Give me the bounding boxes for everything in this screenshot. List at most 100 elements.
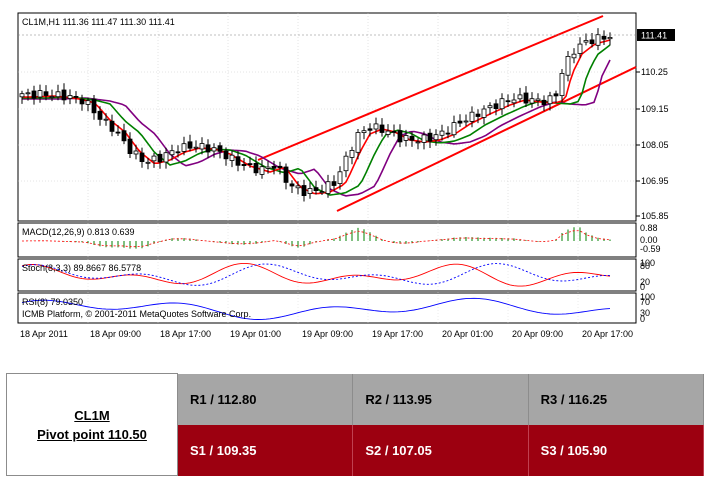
candle-body bbox=[205, 144, 211, 153]
price-tick: 105.85 bbox=[641, 211, 669, 221]
candle-body bbox=[601, 35, 607, 40]
macd-tick: -0.59 bbox=[640, 244, 661, 254]
candle-body bbox=[607, 37, 613, 40]
candle-body bbox=[37, 90, 43, 98]
candle-body bbox=[121, 130, 127, 142]
candle-body bbox=[241, 163, 247, 166]
candle-body bbox=[283, 166, 289, 183]
resistance-r3: R3 / 116.25 bbox=[528, 373, 705, 425]
candle-body bbox=[169, 150, 175, 156]
candle-body bbox=[541, 99, 547, 106]
candle-body bbox=[451, 122, 457, 136]
candle-body bbox=[265, 166, 271, 169]
candle-body bbox=[139, 152, 145, 163]
support-s3: S3 / 105.90 bbox=[528, 424, 705, 476]
candle-body bbox=[163, 152, 169, 163]
candle-body bbox=[505, 100, 511, 103]
candle-body bbox=[31, 90, 37, 99]
resistance-row: CL1M Pivot point 110.50 R1 / 112.80 R2 /… bbox=[6, 373, 705, 476]
candle-body bbox=[109, 120, 115, 132]
rsi-label: RSI(8) 79.0350 bbox=[22, 297, 83, 307]
candle-body bbox=[145, 161, 151, 164]
candle-body bbox=[43, 91, 49, 96]
candle-body bbox=[67, 95, 73, 99]
symbol-label: CL1M bbox=[74, 407, 110, 423]
candle-body bbox=[253, 162, 259, 174]
stoch-tick: 0 bbox=[640, 282, 645, 292]
macd-axis: 0.88 0.00 -0.59 bbox=[640, 223, 661, 254]
time-axis: 18 Apr 2011 18 Apr 09:00 18 Apr 17:00 19… bbox=[20, 329, 633, 339]
candle-body bbox=[367, 128, 373, 131]
chart-header: CL1M,H1 111.36 111.47 111.30 111.41 bbox=[22, 17, 175, 27]
main-grid bbox=[18, 13, 636, 221]
rsi-tick: 0 bbox=[640, 314, 645, 324]
candle-body bbox=[79, 98, 85, 105]
time-label: 18 Apr 09:00 bbox=[90, 329, 141, 339]
candle-body bbox=[499, 98, 505, 110]
candle-body bbox=[571, 53, 577, 59]
candle-body bbox=[157, 153, 163, 163]
macd-tick: 0.88 bbox=[640, 223, 658, 233]
candle-body bbox=[193, 146, 199, 149]
candle-body bbox=[223, 150, 229, 160]
candle-body bbox=[475, 113, 481, 117]
candle-body bbox=[463, 120, 469, 123]
rsi-indicator bbox=[21, 297, 611, 320]
stoch-tick: 100 bbox=[640, 258, 655, 268]
resistance-r2: R2 / 113.95 bbox=[352, 373, 529, 425]
candle-body bbox=[511, 99, 517, 104]
candle-body bbox=[331, 181, 337, 186]
macd-signal-line bbox=[21, 230, 611, 248]
candle-body bbox=[559, 73, 565, 97]
candle-body bbox=[289, 183, 295, 187]
time-label: 19 Apr 09:00 bbox=[302, 329, 353, 339]
candle-body bbox=[343, 155, 349, 172]
resistance-r1: R1 / 112.80 bbox=[177, 373, 354, 425]
candle-body bbox=[313, 187, 319, 192]
candle-body bbox=[583, 40, 589, 43]
macd-tick: 0.00 bbox=[640, 235, 658, 245]
price-tick: 109.15 bbox=[641, 104, 669, 114]
price-tick: 108.05 bbox=[641, 140, 669, 150]
candle-body bbox=[103, 118, 109, 121]
candle-body bbox=[199, 143, 205, 150]
candle-body bbox=[127, 138, 133, 155]
channel-lower-line bbox=[336, 66, 637, 212]
candle-body bbox=[61, 89, 67, 101]
candle-body bbox=[259, 166, 265, 175]
stoch-tick: 80 bbox=[640, 261, 650, 271]
candle-body bbox=[439, 130, 445, 136]
candle-body bbox=[229, 154, 235, 161]
time-label: 18 Apr 17:00 bbox=[160, 329, 211, 339]
price-tick: 106.95 bbox=[641, 176, 669, 186]
candle-body bbox=[187, 141, 193, 149]
macd-label: MACD(12,26,9) 0.813 0.639 bbox=[22, 227, 135, 237]
candle-body bbox=[403, 135, 409, 141]
channel-upper-line bbox=[257, 15, 604, 161]
time-label: 19 Apr 01:00 bbox=[230, 329, 281, 339]
candle-body bbox=[391, 130, 397, 133]
candle-body bbox=[133, 150, 139, 155]
candle-body bbox=[523, 92, 529, 104]
candle-body bbox=[349, 149, 355, 158]
candle-body bbox=[55, 91, 61, 98]
candle-body bbox=[151, 155, 157, 162]
candle-body bbox=[295, 185, 301, 189]
candle-body bbox=[493, 103, 499, 110]
candle-body bbox=[271, 165, 277, 169]
candle-body bbox=[535, 98, 541, 101]
candle-body bbox=[529, 98, 535, 104]
price-chart: 111.41 110.25 109.15 108.05 106.95 105.8… bbox=[17, 12, 675, 339]
candle-body bbox=[445, 132, 451, 135]
candle-body bbox=[379, 124, 385, 133]
rsi-pane bbox=[17, 292, 637, 324]
candle-body bbox=[517, 94, 523, 100]
candle-body bbox=[301, 185, 307, 197]
candle-body bbox=[49, 96, 55, 98]
candle-body bbox=[277, 165, 283, 169]
price-tick: 110.25 bbox=[641, 67, 668, 77]
candle-body bbox=[373, 123, 379, 130]
time-label: 19 Apr 17:00 bbox=[372, 329, 423, 339]
candle-body bbox=[319, 191, 325, 194]
stoch-tick: 20 bbox=[640, 277, 650, 287]
